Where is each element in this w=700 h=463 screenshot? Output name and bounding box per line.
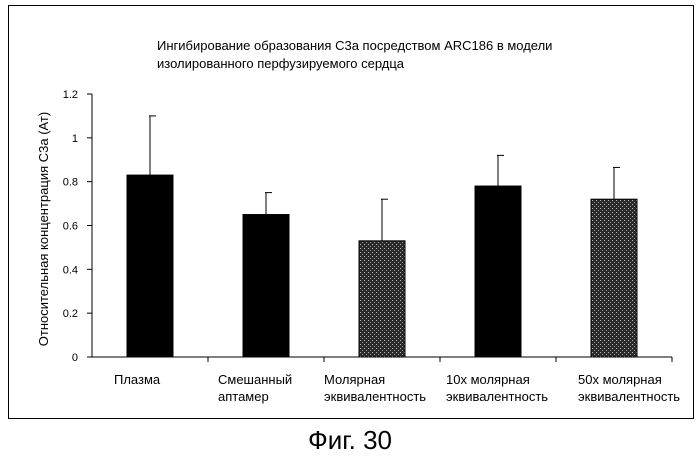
bar xyxy=(359,241,405,357)
figure-caption: Фиг. 30 xyxy=(0,425,700,456)
category-label-line: Молярная xyxy=(324,371,426,388)
bar xyxy=(127,175,173,357)
y-tick-label: 0 xyxy=(72,352,78,364)
y-tick-label: 0.8 xyxy=(63,177,78,189)
category-label-line: эквивалентность xyxy=(578,388,680,405)
category-label: 10x молярнаяэквивалентность xyxy=(446,371,548,405)
category-label-line: 10x молярная xyxy=(446,371,548,388)
category-label: 50x молярнаяэквивалентность xyxy=(578,371,680,405)
category-label: Молярнаяэквивалентность xyxy=(324,371,426,405)
y-tick-label: 0.4 xyxy=(63,264,78,276)
category-label-line: 50x молярная xyxy=(578,371,680,388)
category-label-line: Плазма xyxy=(114,371,160,388)
bar xyxy=(591,199,637,357)
y-tick-label: 0.2 xyxy=(63,308,78,320)
category-label-line: Смешанный xyxy=(218,371,292,388)
bar xyxy=(475,186,521,357)
category-label-line: эквивалентность xyxy=(446,388,548,405)
category-label-line: эквивалентность xyxy=(324,388,426,405)
y-tick-label: 1.2 xyxy=(63,89,78,101)
category-label-line: аптамер xyxy=(218,388,292,405)
y-tick-label: 0.6 xyxy=(63,221,78,233)
y-tick-label: 1 xyxy=(72,133,78,145)
bar xyxy=(243,215,289,357)
category-label: Плазма xyxy=(114,371,160,388)
category-label: Смешанныйаптамер xyxy=(218,371,292,405)
